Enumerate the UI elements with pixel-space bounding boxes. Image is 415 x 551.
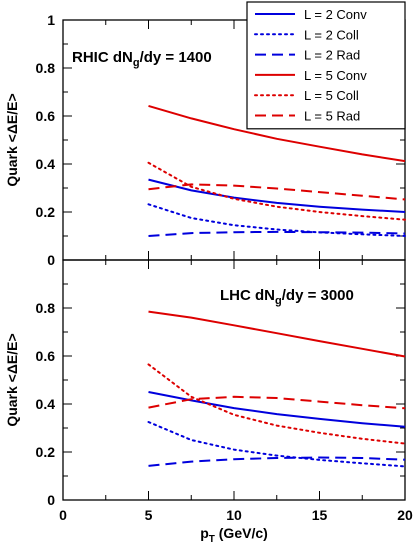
panel-bottom: 0 0.2 0.4 0.6 0.8 0 5 10 15 20 LHC dNg/dy = 3000 Qu… <box>4 259 413 545</box>
series-line-l-2-coll <box>147 421 406 468</box>
series-line-l-5-coll <box>147 363 406 445</box>
panel-annotation: LHC dNg/dy = 3000 <box>220 287 354 307</box>
series-line-l-2-coll <box>147 203 406 237</box>
x-tick-label: 20 <box>397 507 413 523</box>
legend-entry: L = 5 Rad <box>304 109 360 124</box>
series-line-l-5-rad <box>148 183 406 201</box>
y-tick-label: 0 <box>47 492 55 508</box>
legend-entry: L = 2 Conv <box>304 7 367 22</box>
legend-entry: L = 5 Conv <box>304 68 367 83</box>
y-tick-label: 0.4 <box>36 396 56 412</box>
y-tick-label: 0.8 <box>36 300 56 316</box>
y-axis-label: Quark <ΔE/E> <box>4 93 20 186</box>
y-tick-label: 0 <box>47 252 55 268</box>
y-tick-label: 0.6 <box>36 108 56 124</box>
series-line-l-2-rad <box>148 456 406 467</box>
panel-annotation: RHIC dNg/dy = 1400 <box>72 49 212 69</box>
y-tick-label: 0.4 <box>36 156 56 172</box>
legend-entry: L = 2 Coll <box>304 27 359 42</box>
series-line-l-5-conv <box>148 310 406 358</box>
x-tick-label: 10 <box>226 507 242 523</box>
series-line-l-5-conv <box>148 104 406 163</box>
series-line-l-5-coll <box>147 161 406 221</box>
x-tick-label: 15 <box>312 507 328 523</box>
legend-entry: L = 5 Coll <box>304 88 359 103</box>
series-line-l-2-conv <box>148 391 406 428</box>
x-axis-label: pT (GeV/c) <box>200 525 268 545</box>
y-axis-label: Quark <ΔE/E> <box>4 333 20 426</box>
y-tick-label: 0.2 <box>36 204 56 220</box>
y-tick-label: 1 <box>47 12 55 28</box>
x-tick-label: 0 <box>59 507 67 523</box>
series-line-l-5-rad <box>148 395 406 410</box>
series-line-l-2-conv <box>148 178 406 213</box>
series-line-l-2-rad <box>148 230 406 237</box>
y-tick-label: 0.6 <box>36 348 56 364</box>
legend-box <box>246 1 406 130</box>
legend: L = 2 Conv L = 2 Coll L = 2 Rad L = 5 Conv L… <box>246 1 406 130</box>
x-tick-label: 5 <box>145 507 153 523</box>
legend-entry: L = 2 Rad <box>304 48 360 63</box>
y-tick-label: 0.2 <box>36 444 56 460</box>
y-tick-label: 0.8 <box>36 60 56 76</box>
